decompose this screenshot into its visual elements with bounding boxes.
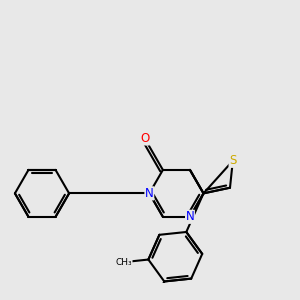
Text: N: N <box>186 210 194 223</box>
Text: CH₃: CH₃ <box>116 258 132 267</box>
Text: N: N <box>145 187 154 200</box>
Text: S: S <box>229 154 236 167</box>
Text: O: O <box>140 132 149 145</box>
